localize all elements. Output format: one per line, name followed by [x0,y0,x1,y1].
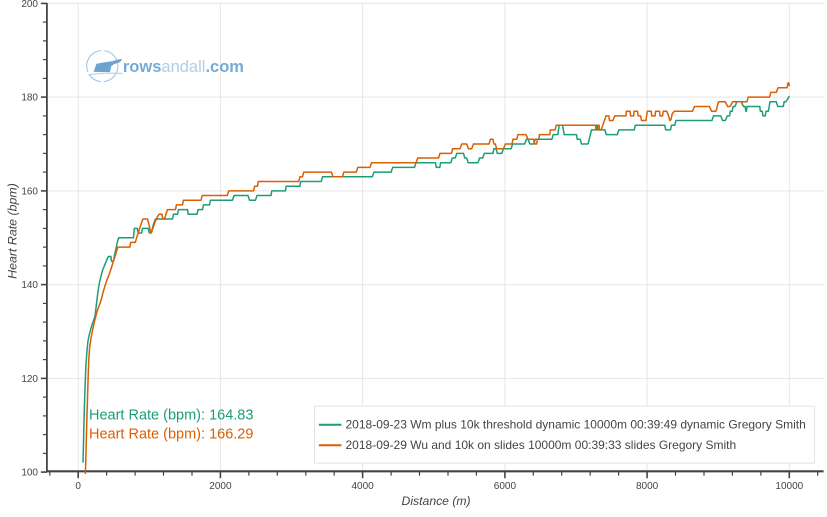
svg-text:140: 140 [21,280,38,291]
svg-text:200: 200 [21,0,38,10]
svg-text:160: 160 [21,187,38,198]
svg-text:0: 0 [75,481,81,492]
svg-text:4000: 4000 [351,481,374,492]
svg-text:180: 180 [21,93,38,104]
svg-text:2000: 2000 [209,481,232,492]
svg-text:6000: 6000 [494,481,517,492]
svg-text:Heart Rate (bpm): 164.83: Heart Rate (bpm): 164.83 [89,408,253,424]
svg-text:Distance (m): Distance (m) [402,494,471,508]
svg-text:100: 100 [21,468,38,479]
svg-text:Heart Rate (bpm): Heart Rate (bpm) [6,183,20,279]
svg-text:2018-09-23 Wm plus 10k thresho: 2018-09-23 Wm plus 10k threshold dynamic… [346,418,806,432]
svg-text:8000: 8000 [636,481,659,492]
svg-text:Heart Rate (bpm): 166.29: Heart Rate (bpm): 166.29 [89,426,253,442]
svg-text:10000: 10000 [775,481,803,492]
svg-text:120: 120 [21,374,38,385]
svg-text:2018-09-29 Wu and 10k on slide: 2018-09-29 Wu and 10k on slides 10000m 0… [346,438,737,452]
svg-text:rowsandall.com: rowsandall.com [123,58,244,76]
